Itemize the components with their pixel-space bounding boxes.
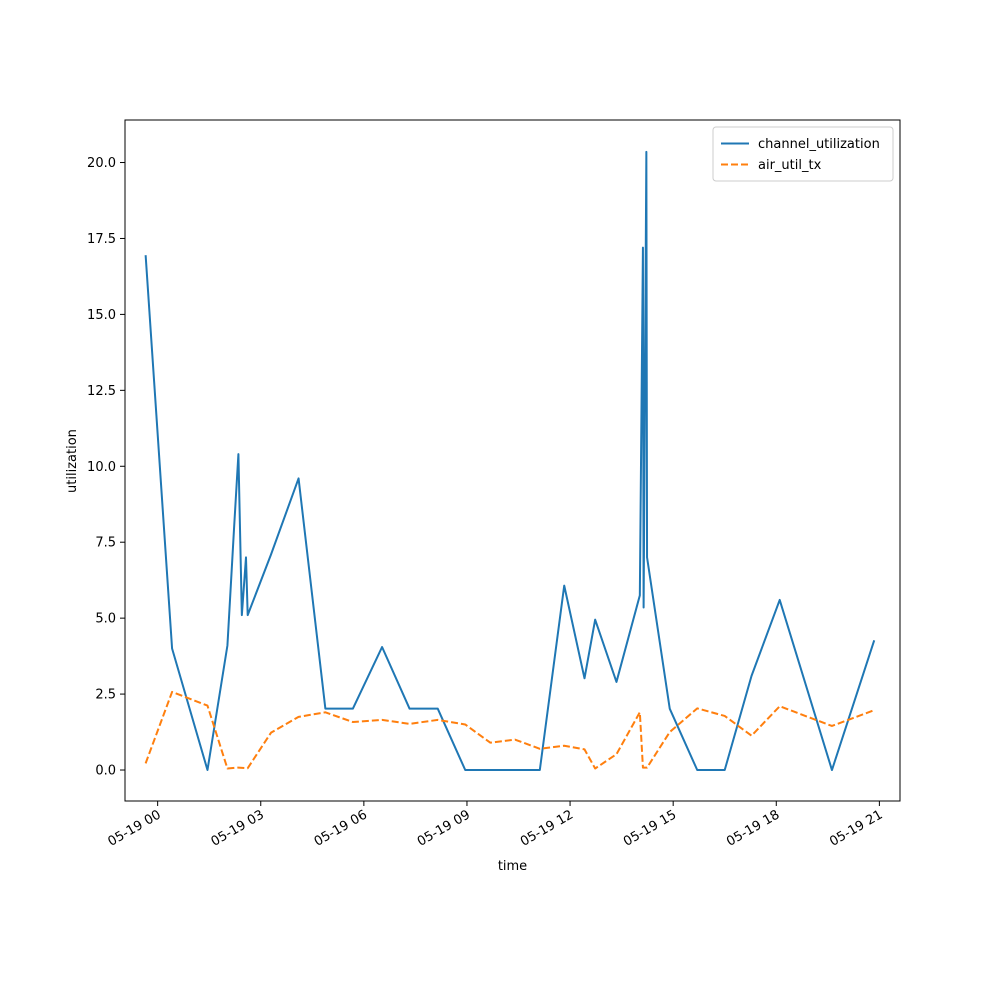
y-tick-label: 20.0 xyxy=(87,156,116,171)
legend-label-air-util-tx: air_util_tx xyxy=(758,158,822,173)
y-axis-label: utilization xyxy=(65,429,80,493)
y-tick-label: 0.0 xyxy=(95,764,116,779)
legend-label-channel-utilization: channel_utilization xyxy=(758,137,880,152)
x-axis-label: time xyxy=(498,859,527,874)
plot-area xyxy=(144,150,876,772)
series-line-channel-utilization xyxy=(144,150,876,772)
y-tick-label: 10.0 xyxy=(87,460,116,475)
axes-frame xyxy=(124,119,901,802)
y-tick-label: 7.5 xyxy=(95,536,116,551)
series-line-air-util-tx xyxy=(144,690,875,770)
legend: channel_utilization air_util_tx xyxy=(712,126,894,182)
y-tick-label: 5.0 xyxy=(95,612,116,627)
y-tick-label: 17.5 xyxy=(87,232,116,247)
y-tick-label: 12.5 xyxy=(87,384,116,399)
y-tick-label: 15.0 xyxy=(87,308,116,323)
y-tick-label: 2.5 xyxy=(95,688,116,703)
legend-box xyxy=(712,126,894,182)
